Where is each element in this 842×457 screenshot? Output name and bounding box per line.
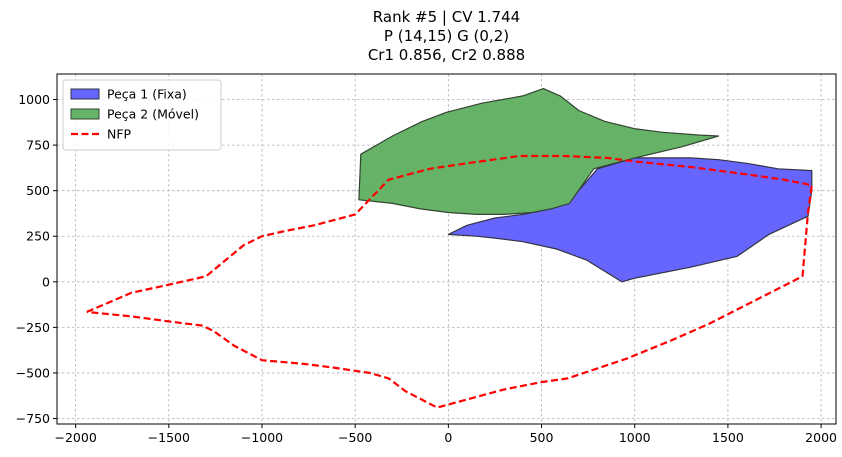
x-tick-label: −1500 (148, 430, 190, 445)
title-line-1: Rank #5 | CV 1.744 (373, 8, 520, 26)
legend-swatch-2 (71, 109, 99, 119)
x-tick-label: −2000 (54, 430, 96, 445)
x-tick-label: 0 (444, 430, 452, 445)
legend-swatch-1 (71, 89, 99, 99)
title-line-2: P (14,15) G (0,2) (384, 27, 509, 45)
x-tick-label: −500 (338, 430, 372, 445)
title-line-3: Cr1 0.856, Cr2 0.888 (368, 46, 525, 64)
y-tick-label: 750 (26, 138, 50, 153)
x-tick-label: 1500 (712, 430, 744, 445)
x-tick-label: 2000 (805, 430, 837, 445)
x-tick-label: 1000 (619, 430, 651, 445)
y-tick-label: −750 (16, 411, 50, 426)
y-tick-label: 500 (26, 183, 50, 198)
x-tick-label: 500 (530, 430, 554, 445)
legend-label-1: Peça 1 (Fixa) (107, 87, 187, 102)
y-tick-label: 0 (42, 274, 50, 289)
legend: Peça 1 (Fixa) Peça 2 (Móvel) NFP (63, 80, 221, 150)
y-tick-label: −250 (16, 320, 50, 335)
x-tick-label: −1000 (241, 430, 283, 445)
y-tick-label: −500 (16, 365, 50, 380)
legend-label-2: Peça 2 (Móvel) (107, 107, 199, 122)
y-tick-label: 1000 (18, 92, 50, 107)
legend-label-3: NFP (107, 127, 132, 142)
y-tick-label: 250 (26, 229, 50, 244)
